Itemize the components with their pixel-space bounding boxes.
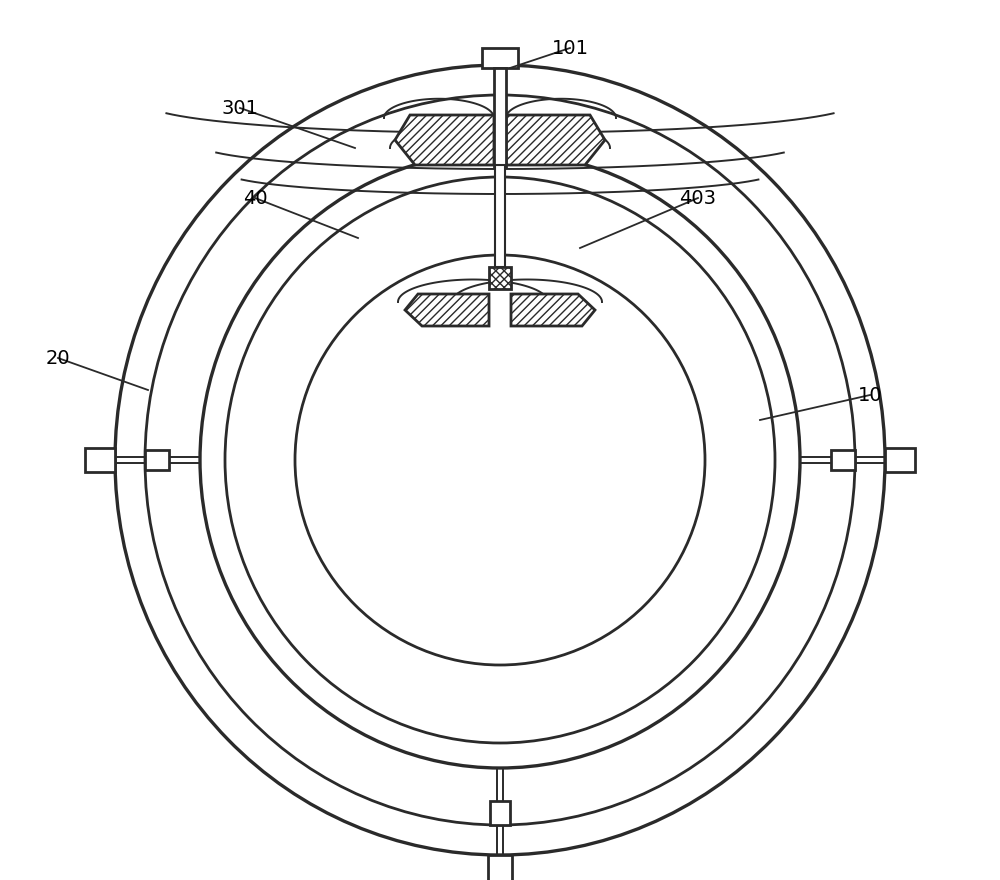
Bar [85, 448, 115, 472]
Polygon shape [511, 294, 595, 326]
Bar [885, 448, 915, 472]
Text: 10: 10 [858, 385, 882, 405]
Text: 101: 101 [552, 39, 588, 57]
Text: 301: 301 [222, 99, 258, 118]
Text: 20: 20 [46, 348, 70, 368]
Bar [145, 450, 169, 470]
Polygon shape [506, 115, 605, 165]
Text: 40: 40 [243, 188, 267, 208]
Bar [482, 48, 518, 68]
Bar [495, 165, 505, 267]
Polygon shape [405, 294, 489, 326]
Bar [488, 855, 512, 880]
Text: 403: 403 [680, 188, 716, 208]
Polygon shape [395, 115, 494, 165]
Bar [494, 68, 506, 167]
Bar [831, 450, 855, 470]
Bar [490, 801, 510, 825]
Bar [489, 267, 511, 289]
